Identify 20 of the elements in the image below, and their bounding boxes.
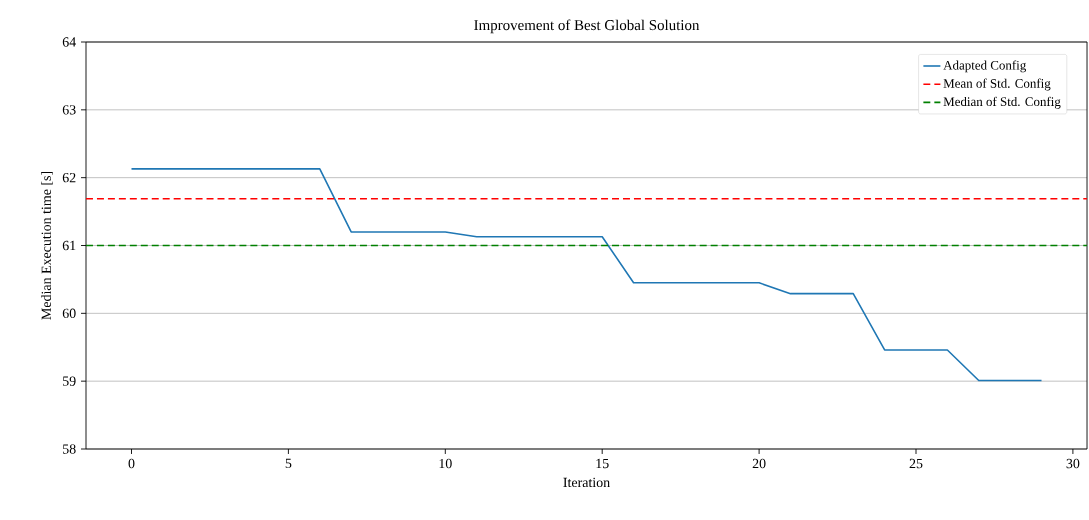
x-tick-label: 5 [285, 458, 292, 469]
y-tick-label: 58 [63, 444, 76, 454]
y-tick-label: 64 [62, 37, 76, 47]
y-tick-label: 59 [63, 376, 76, 386]
y-tick-label: 63 [62, 105, 76, 115]
chart-title: Improvement of Best Global Solution [474, 19, 700, 34]
y-tick-label: 62 [62, 172, 76, 183]
x-tick-label: 25 [909, 458, 923, 469]
x-tick-label: 15 [596, 458, 609, 469]
x-tick-label: 20 [752, 458, 766, 469]
legend-label: Adapted Config [943, 60, 1027, 73]
legend-label: Median of Std. Config [943, 96, 1061, 109]
legend-label: Mean of Std. Config [943, 78, 1051, 91]
x-tick-label: 30 [1066, 458, 1080, 469]
x-tick-label: 0 [128, 458, 135, 469]
y-tick-label: 61 [62, 240, 76, 251]
y-tick-label: 60 [62, 308, 76, 319]
x-tick-label: 10 [439, 458, 452, 469]
x-axis-title: Iteration [563, 477, 610, 488]
y-axis-title: Median Execution time [s] [41, 171, 53, 320]
